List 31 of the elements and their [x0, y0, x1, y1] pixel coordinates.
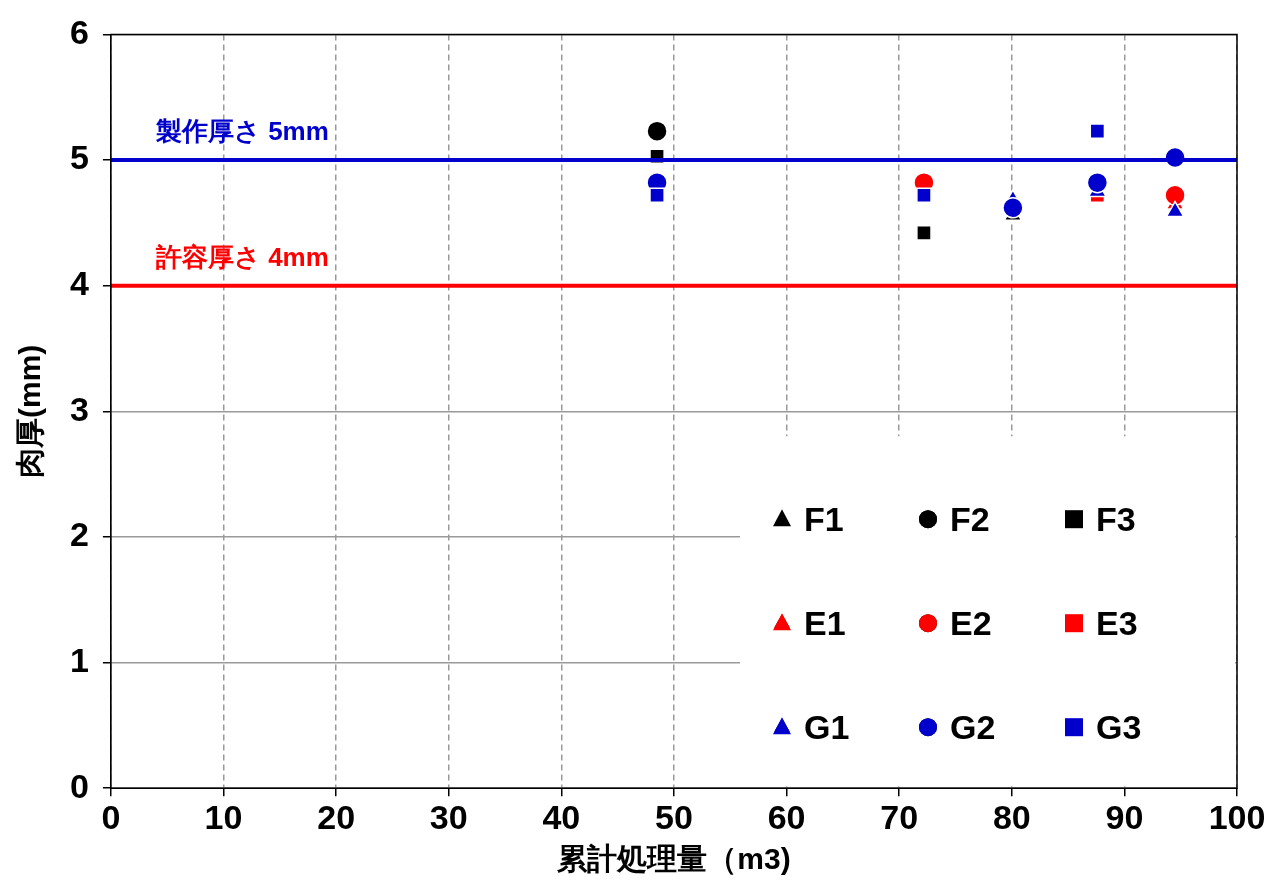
- legend-label: G1: [804, 707, 850, 746]
- x-tick-label: 10: [204, 797, 243, 836]
- y-tick-label: 3: [69, 389, 89, 428]
- x-tick-label: 20: [317, 797, 356, 836]
- legend-label: E2: [950, 603, 992, 642]
- y-tick-label: 0: [69, 766, 89, 805]
- x-tick-label: 80: [992, 797, 1031, 836]
- x-tick-label: 50: [655, 797, 693, 836]
- legend-label: F3: [1096, 499, 1136, 538]
- x-tick-label: 40: [542, 797, 581, 836]
- x-tick-label: 30: [429, 797, 468, 836]
- legend-label: F2: [950, 499, 990, 538]
- y-tick-label: 5: [69, 138, 89, 177]
- y-tick-label: 2: [69, 515, 89, 554]
- x-tick-label: 70: [880, 797, 919, 836]
- ref-line-label: 製作厚さ 5mm: [154, 116, 329, 147]
- ref-line-label: 許容厚さ 4mm: [154, 241, 329, 272]
- legend-label: G3: [1096, 707, 1142, 746]
- x-tick-label: 90: [1105, 797, 1144, 836]
- x-tick-label: 100: [1208, 797, 1266, 836]
- legend-label: G2: [950, 707, 996, 746]
- y-axis-title: 肉厚(mm): [13, 344, 47, 478]
- y-tick-label: 4: [69, 264, 89, 303]
- x-tick-label: 60: [767, 797, 806, 836]
- legend-label: E1: [804, 603, 846, 642]
- legend-label: E3: [1096, 603, 1138, 642]
- y-tick-label: 6: [69, 12, 89, 51]
- x-tick-label: 0: [101, 797, 121, 836]
- x-axis-title: 累計処理量（m3): [556, 842, 791, 876]
- y-tick-label: 1: [69, 640, 89, 679]
- legend-label: F1: [804, 499, 844, 538]
